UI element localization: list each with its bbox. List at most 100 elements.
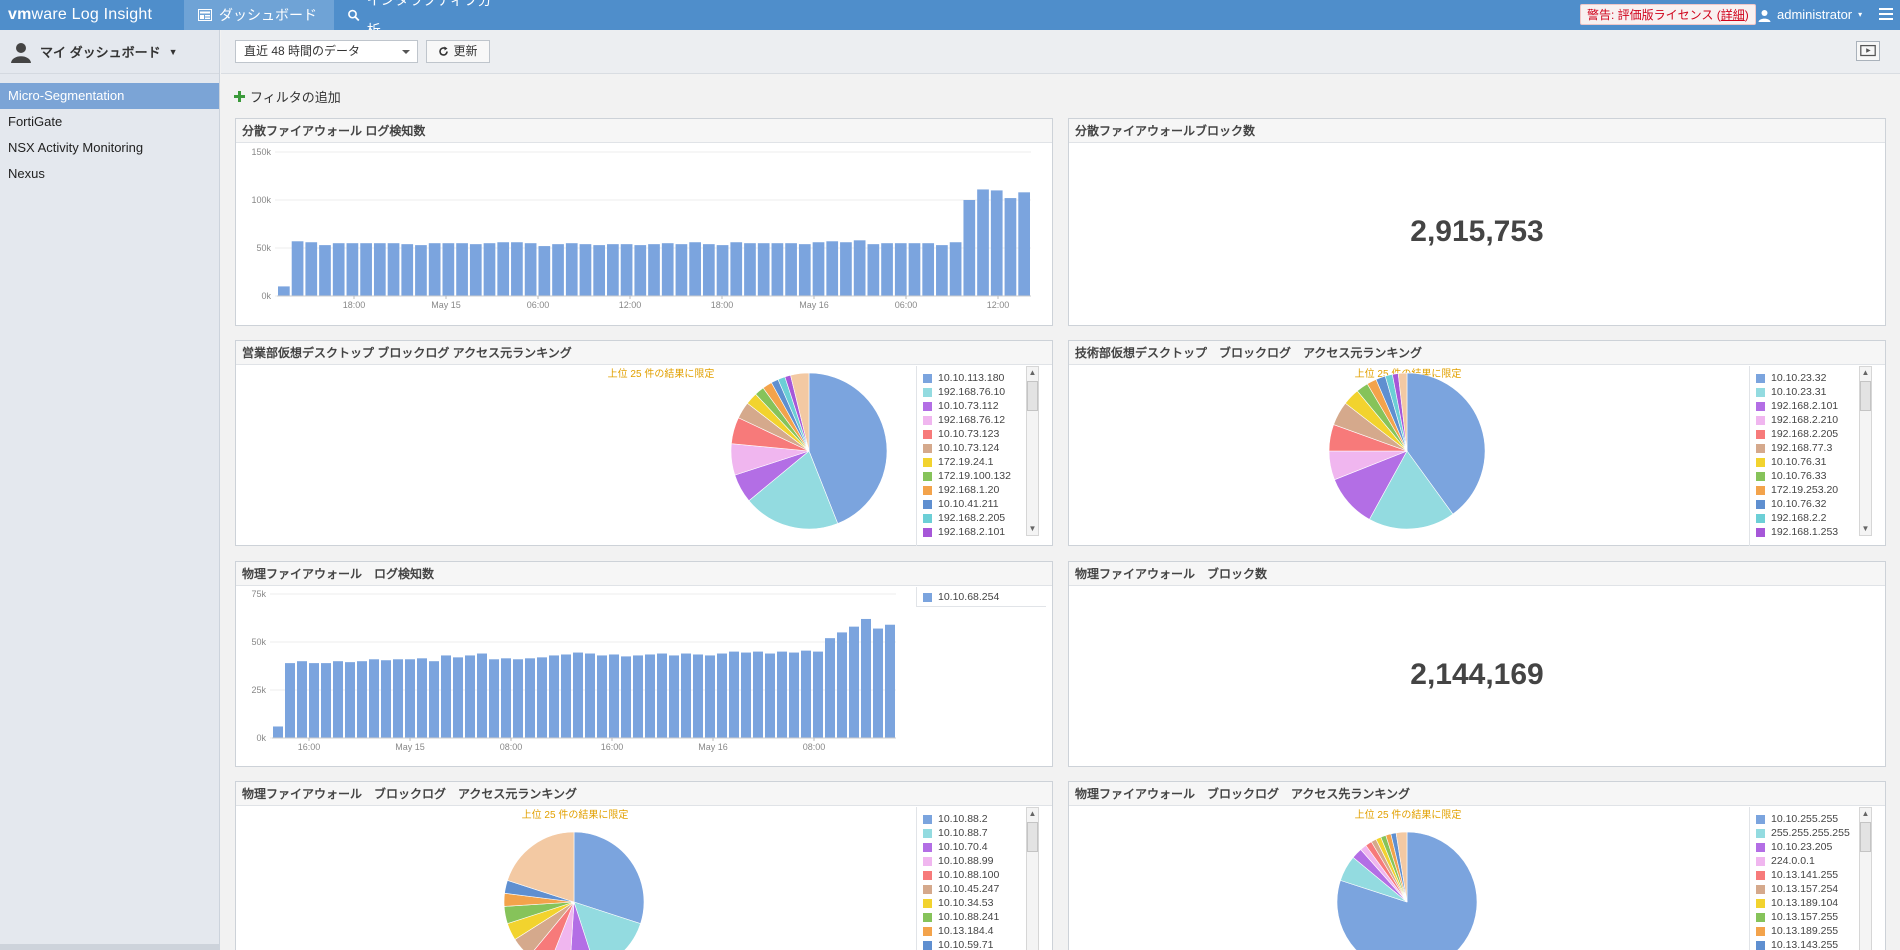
- bar[interactable]: [785, 243, 797, 296]
- bar[interactable]: [813, 651, 823, 738]
- bar[interactable]: [801, 650, 811, 738]
- sidebar-item-nexus[interactable]: Nexus: [8, 166, 45, 181]
- legend-item[interactable]: 10.10.73.124: [917, 441, 1036, 455]
- legend-item[interactable]: 192.168.76.10: [917, 385, 1036, 399]
- bar[interactable]: [429, 661, 439, 738]
- bar[interactable]: [305, 242, 318, 296]
- bar[interactable]: [837, 632, 847, 738]
- bar[interactable]: [309, 663, 319, 738]
- bar[interactable]: [922, 243, 935, 296]
- bar[interactable]: [428, 243, 441, 296]
- bar[interactable]: [511, 242, 523, 296]
- bar[interactable]: [730, 242, 743, 296]
- bar[interactable]: [609, 654, 619, 738]
- add-filter-button[interactable]: フィルタの追加: [234, 88, 341, 105]
- legend-item[interactable]: 172.19.100.132: [917, 469, 1036, 483]
- bar[interactable]: [393, 659, 403, 738]
- bar[interactable]: [744, 243, 756, 296]
- legend-item[interactable]: 192.168.76.12: [917, 413, 1036, 427]
- pie-slice[interactable]: [808, 373, 888, 524]
- bar[interactable]: [648, 244, 660, 296]
- legend-item[interactable]: 10.13.157.255: [1750, 910, 1869, 924]
- bar[interactable]: [812, 242, 825, 296]
- hamburger-menu-icon[interactable]: [1878, 6, 1894, 22]
- pie-slice[interactable]: [573, 831, 645, 925]
- bar[interactable]: [1018, 192, 1030, 296]
- scroll-up-arrow-icon[interactable]: ▲: [1861, 368, 1870, 377]
- legend-item[interactable]: 10.10.73.123: [917, 427, 1036, 441]
- bar[interactable]: [465, 655, 475, 738]
- bar[interactable]: [415, 245, 427, 296]
- bar[interactable]: [333, 661, 343, 738]
- bar[interactable]: [798, 244, 811, 296]
- bar[interactable]: [321, 663, 331, 738]
- bar[interactable]: [990, 190, 1003, 296]
- bar[interactable]: [332, 243, 345, 296]
- legend-item[interactable]: 10.10.113.180: [917, 371, 1036, 385]
- legend-item[interactable]: 10.10.41.211: [917, 497, 1036, 511]
- bar[interactable]: [417, 658, 427, 738]
- bar[interactable]: [741, 652, 751, 738]
- bar[interactable]: [483, 243, 496, 296]
- bar[interactable]: [633, 655, 643, 738]
- scroll-up-arrow-icon[interactable]: ▲: [1861, 809, 1870, 818]
- bar[interactable]: [573, 652, 583, 738]
- bar[interactable]: [513, 659, 523, 738]
- bar[interactable]: [757, 243, 770, 296]
- legend-item[interactable]: 10.10.70.4: [917, 840, 1036, 854]
- bar[interactable]: [524, 243, 537, 296]
- pie-slice[interactable]: [570, 901, 596, 950]
- bar[interactable]: [849, 626, 859, 738]
- legend-item[interactable]: 172.19.24.1: [917, 455, 1036, 469]
- bar[interactable]: [669, 655, 679, 738]
- bar[interactable]: [765, 653, 775, 738]
- bar[interactable]: [549, 655, 559, 738]
- legend-item[interactable]: 192.168.2.101: [917, 525, 1036, 539]
- legend-item[interactable]: 10.13.143.255: [1750, 938, 1869, 950]
- bar[interactable]: [597, 655, 607, 738]
- bar[interactable]: [825, 638, 835, 738]
- bar[interactable]: [405, 659, 415, 738]
- scroll-up-arrow-icon[interactable]: ▲: [1028, 368, 1037, 377]
- bar[interactable]: [525, 658, 535, 738]
- pie-slice[interactable]: [507, 831, 575, 903]
- app-logo[interactable]: vmware Log Insight: [8, 6, 152, 24]
- bar[interactable]: [840, 242, 852, 296]
- legend-item[interactable]: 10.13.157.254: [1750, 882, 1869, 896]
- scroll-thumb[interactable]: [1027, 381, 1038, 411]
- legend-item[interactable]: 10.10.88.99: [917, 854, 1036, 868]
- legend-item[interactable]: 10.10.45.247: [917, 882, 1036, 896]
- bar[interactable]: [441, 655, 451, 738]
- bar[interactable]: [579, 244, 592, 296]
- legend-item[interactable]: 192.168.77.3: [1750, 441, 1869, 455]
- bar[interactable]: [717, 653, 727, 738]
- bar[interactable]: [789, 652, 799, 738]
- legend-item[interactable]: 10.10.88.241: [917, 910, 1036, 924]
- bar[interactable]: [297, 661, 307, 738]
- bar[interactable]: [469, 244, 482, 296]
- bar[interactable]: [621, 656, 631, 738]
- user-menu[interactable]: administrator ▾: [1758, 0, 1862, 30]
- pie-slice[interactable]: [748, 450, 839, 530]
- bar[interactable]: [552, 244, 564, 296]
- scroll-down-arrow-icon[interactable]: ▼: [1028, 524, 1037, 533]
- pie-slice[interactable]: [573, 901, 641, 950]
- scroll-down-arrow-icon[interactable]: ▼: [1861, 524, 1870, 533]
- legend-scrollbar[interactable]: ▲ ▼: [1026, 366, 1039, 536]
- bar[interactable]: [593, 245, 606, 296]
- my-dashboards-menu[interactable]: マイ ダッシュボード ▼: [0, 30, 219, 74]
- bar[interactable]: [373, 243, 386, 296]
- bar[interactable]: [885, 624, 895, 738]
- bar[interactable]: [867, 244, 880, 296]
- presentation-mode-icon[interactable]: [1856, 41, 1880, 61]
- bar[interactable]: [357, 661, 367, 738]
- tab-dashboard[interactable]: ダッシュボード: [184, 0, 334, 30]
- bar[interactable]: [360, 243, 372, 296]
- bar[interactable]: [853, 240, 866, 296]
- legend-item[interactable]: 10.13.141.255: [1750, 868, 1869, 882]
- bar[interactable]: [689, 242, 701, 296]
- bar[interactable]: [456, 243, 468, 296]
- bar[interactable]: [278, 286, 290, 296]
- legend-item[interactable]: 192.168.2.101: [1750, 399, 1869, 413]
- bar[interactable]: [675, 244, 688, 296]
